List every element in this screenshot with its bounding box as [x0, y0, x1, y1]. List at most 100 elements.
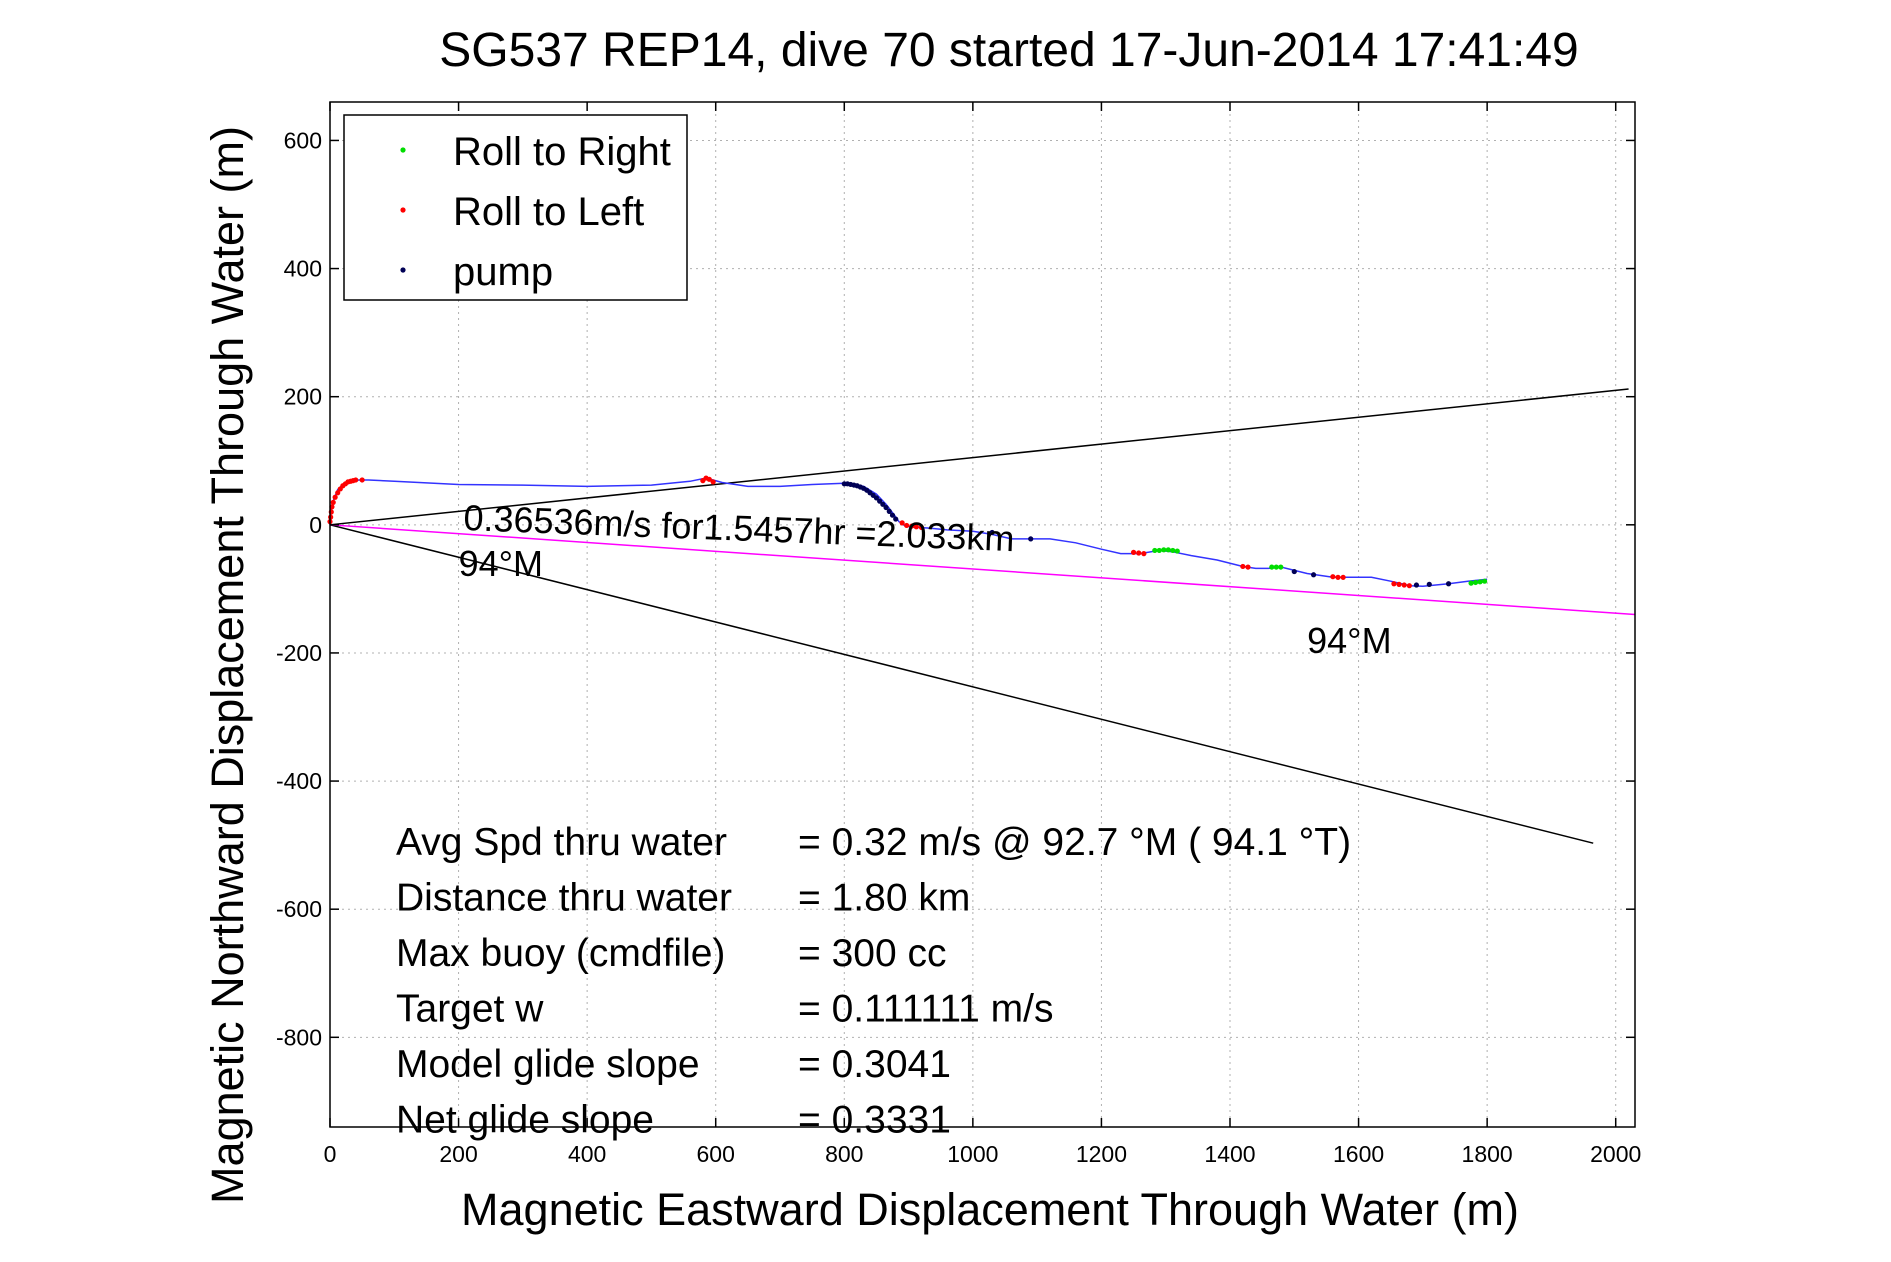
- roll-right-point: [1170, 547, 1176, 554]
- roll-right-point: [1269, 564, 1275, 570]
- roll-right-point: [1481, 578, 1488, 584]
- roll-left-point: [1240, 563, 1246, 570]
- roll-left-point: [1391, 581, 1397, 587]
- x-tick-label: 800: [825, 1141, 863, 1167]
- upper_bound-line: [329, 388, 1629, 526]
- stat-value: = 0.3041: [798, 1043, 951, 1086]
- stat-value: = 0.111111 m/s: [798, 988, 1053, 1031]
- x-tick-label: 400: [568, 1141, 606, 1167]
- legend-label: Roll to Left: [453, 190, 644, 234]
- speed-annotation: 0.36536m/s for1.5457hr =2.033km: [463, 497, 1016, 559]
- x-tick-label: 200: [439, 1141, 477, 1167]
- roll-left-point: [353, 477, 359, 483]
- roll-left-point: [1245, 564, 1251, 570]
- y-tick-label: 600: [284, 127, 322, 153]
- x-tick-label: 1800: [1462, 1141, 1513, 1167]
- stat-value: = 0.32 m/s @ 92.7 °M ( 94.1 °T): [798, 821, 1351, 864]
- roll-left-point: [909, 523, 915, 529]
- roll-left-point: [1406, 583, 1412, 589]
- chart-title: SG537 REP14, dive 70 started 17-Jun-2014…: [439, 24, 1578, 77]
- y-tick-label: 400: [284, 256, 322, 282]
- roll-right-point: [1278, 564, 1284, 570]
- roll-right-point: [1165, 547, 1171, 553]
- stat-label: Distance thru water: [396, 877, 732, 920]
- pump-point: [889, 512, 896, 518]
- heading-annotation: 94°M: [459, 543, 543, 584]
- roll-right-point: [1161, 547, 1167, 553]
- x-tick-label: 1400: [1204, 1141, 1255, 1167]
- reference-lines: [329, 388, 1636, 844]
- lower_bound-line: [329, 524, 1594, 844]
- roll-left-point: [1401, 582, 1407, 588]
- stat-label: Target w: [396, 988, 544, 1031]
- roll-right-point: [1468, 580, 1474, 586]
- stat-label: Net glide slope: [396, 1099, 654, 1142]
- pump-point: [1413, 582, 1420, 588]
- stat-value: = 0.3331: [798, 1099, 951, 1142]
- pump-point: [873, 495, 880, 501]
- markers-layer: [327, 475, 1488, 589]
- y-tick-label: 200: [284, 384, 322, 410]
- pump-point: [883, 504, 889, 511]
- stats-block: Avg Spd thru water = 0.32 m/s @ 92.7 °M (…: [396, 821, 1351, 1142]
- pump-point: [880, 501, 886, 507]
- plot-frame: [329, 101, 1636, 1128]
- y-tick-label: -400: [276, 768, 322, 794]
- x-tick-label: 2000: [1590, 1141, 1641, 1167]
- roll-left-point: [1141, 551, 1147, 557]
- x-tick-label: 600: [697, 1141, 735, 1167]
- legend-marker: [400, 147, 406, 153]
- pump-point: [989, 529, 995, 536]
- roll-left-point: [332, 494, 338, 500]
- y-tick-label: 0: [309, 512, 322, 538]
- roll-left-point: [1340, 574, 1346, 580]
- roll-right-point: [1156, 547, 1162, 554]
- legend-marker: [400, 207, 406, 213]
- stat-value: = 1.80 km: [798, 877, 970, 920]
- pump-point: [1028, 536, 1034, 542]
- x-tick-label: 1200: [1076, 1141, 1127, 1167]
- pump-point: [877, 498, 883, 504]
- pump-point: [1310, 572, 1317, 578]
- roll-left-point: [706, 476, 712, 482]
- legend-label: Roll to Right: [453, 130, 671, 174]
- y-tick-label: -600: [276, 896, 322, 922]
- roll-left-point: [899, 520, 905, 526]
- roll-left-point: [710, 479, 716, 485]
- heading-annotation: 94°M: [1307, 620, 1391, 661]
- x-tick-label: 1600: [1333, 1141, 1384, 1167]
- roll-left-point: [335, 490, 341, 496]
- roll-left-point: [359, 477, 365, 483]
- legend-marker: [400, 267, 406, 273]
- stat-label: Avg Spd thru water: [396, 821, 727, 864]
- roll-left-point: [330, 499, 336, 505]
- roll-right-point: [1152, 547, 1158, 554]
- roll-left-point: [1136, 550, 1142, 556]
- pump-point: [893, 516, 899, 522]
- roll-right-point: [1273, 564, 1279, 570]
- legend: Roll to Right Roll to Left pump: [343, 114, 688, 301]
- stat-label: Max buoy (cmdfile): [396, 932, 725, 975]
- y-tick-label: -200: [276, 640, 322, 666]
- stat-label: Model glide slope: [396, 1043, 700, 1086]
- x-tick-label: 1000: [947, 1141, 998, 1167]
- legend-label: pump: [453, 250, 553, 294]
- roll-left-point: [918, 524, 925, 530]
- pump-point: [1426, 581, 1432, 587]
- pump-point: [886, 508, 892, 514]
- roll-right-point: [1174, 548, 1180, 554]
- pump-point: [1445, 581, 1452, 587]
- roll-right-point: [1472, 579, 1479, 586]
- y-axis-label: Magnetic Northward Displacement Through …: [202, 126, 253, 1204]
- heading-line: [329, 524, 1636, 616]
- roll-left-point: [1330, 574, 1336, 580]
- x-tick-label: 0: [324, 1141, 337, 1167]
- y-tick-label: -800: [276, 1024, 322, 1050]
- roll-right-point: [1477, 579, 1483, 585]
- pump-point: [1291, 568, 1297, 575]
- roll-left-point: [913, 524, 919, 530]
- stat-value: = 300 cc: [798, 932, 947, 975]
- roll-left-point: [1335, 574, 1341, 580]
